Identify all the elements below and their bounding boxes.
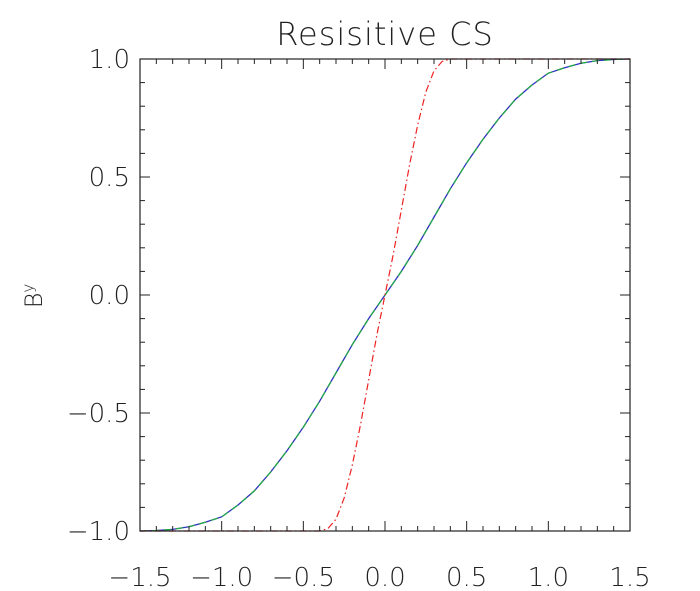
y-axis-label-group: By: [19, 284, 48, 309]
y-tick-label: 1.0: [89, 45, 130, 75]
x-tick-label: 0.5: [446, 563, 487, 591]
y-tick-label: 0.0: [89, 281, 130, 311]
x-tick-label: −0.5: [272, 563, 335, 591]
series-line-2: [139, 58, 631, 532]
x-tick-label: −1.5: [108, 563, 171, 591]
y-axis-label-main: B: [20, 293, 48, 309]
x-tick-label: 1.0: [528, 563, 569, 591]
x-tick-label: 1.5: [609, 563, 650, 591]
x-tick-label: 0.0: [364, 563, 405, 591]
y-axis-ticks: −1.0 −0.5 0.0 0.5 1.0: [67, 45, 630, 547]
x-axis-ticks: −1.5 −1.0 −0.5 0.0 0.5 1.0 1.5: [108, 59, 651, 591]
y-tick-label: 0.5: [89, 163, 130, 193]
y-axis-label: By: [19, 284, 48, 309]
chart-title: Resisitive CS: [276, 15, 494, 53]
y-tick-label: −0.5: [67, 399, 130, 429]
x-tick-label: −1.0: [190, 563, 253, 591]
plot-area: [139, 58, 631, 532]
y-axis-label-superscript: y: [19, 284, 37, 293]
y-tick-label: −1.0: [67, 517, 130, 547]
